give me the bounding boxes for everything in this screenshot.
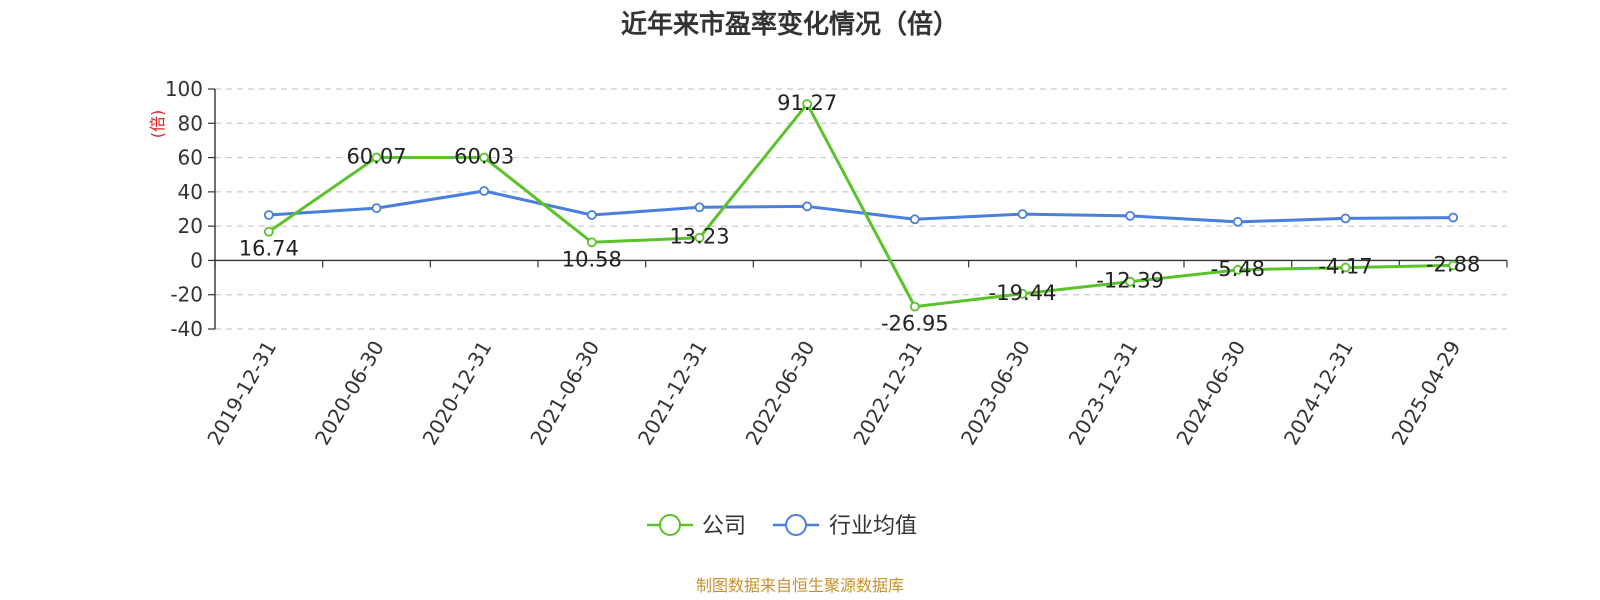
y-tick-label: 100	[165, 77, 203, 101]
legend-item-company[interactable]: 公司	[647, 514, 746, 539]
x-tick-label: 2024-06-30	[1171, 337, 1250, 450]
series-line-company	[267, 102, 1454, 309]
data-labels: 16.74 60.07 60.03 10.58 13.23 91.27 -26.95 -19.…	[239, 91, 1481, 336]
y-tick-label: 40	[178, 180, 203, 204]
data-point	[479, 152, 490, 163]
data-label: -4.17	[1318, 255, 1372, 279]
data-point	[263, 226, 274, 237]
y-axis-label: (倍)	[148, 110, 167, 139]
data-label: -5.48	[1211, 257, 1265, 281]
data-point	[802, 99, 813, 109]
series-line-industry-average	[268, 189, 1454, 224]
data-point	[586, 210, 597, 220]
data-label: 16.74	[239, 237, 299, 261]
x-tick-label: 2020-06-30	[310, 337, 389, 450]
chart-title: 近年来市盈率变化情况（倍）	[621, 9, 959, 40]
x-tick-label: 2022-12-31	[848, 336, 927, 449]
data-point	[694, 202, 705, 213]
data-label: 60.07	[346, 144, 406, 168]
y-tick-label: 60	[178, 146, 203, 170]
legend-label: 行业均值	[829, 514, 917, 539]
x-tick-label: 2020-12-31	[418, 336, 497, 449]
x-tick-label: 2021-06-30	[525, 337, 604, 450]
legend-label: 公司	[702, 514, 746, 539]
data-label: -12.39	[1096, 269, 1164, 293]
y-tick-label: 20	[178, 214, 203, 238]
data-point	[1232, 216, 1243, 227]
data-point	[1017, 288, 1028, 299]
data-point	[1340, 213, 1351, 224]
legend-item-industry-average[interactable]: 行业均值	[773, 514, 917, 539]
data-label: 60.03	[454, 145, 514, 169]
data-point	[1232, 264, 1243, 275]
legend: 公司 行业均值	[647, 514, 917, 539]
y-tick-label: 80	[178, 111, 203, 135]
y-tick-label: 0	[190, 248, 203, 272]
data-point	[1017, 209, 1028, 220]
x-tick-label: 2024-12-31	[1279, 337, 1358, 450]
data-point	[263, 210, 274, 220]
data-label: -2.88	[1426, 252, 1480, 276]
x-tick-label: 2021-12-31	[633, 337, 712, 450]
data-point	[1125, 210, 1136, 221]
y-tick-label: -40	[170, 317, 203, 341]
data-point	[1448, 212, 1459, 223]
data-label: -19.44	[989, 281, 1057, 305]
data-point	[1448, 260, 1459, 271]
series-layer	[263, 99, 1459, 312]
grid-lines	[215, 88, 1507, 330]
data-point	[694, 232, 705, 243]
data-point	[909, 214, 920, 225]
data-label: 10.58	[562, 247, 622, 271]
data-point	[371, 203, 382, 214]
x-tick-label: 2023-06-30	[956, 337, 1035, 450]
data-label: 91.27	[777, 91, 837, 115]
x-tick-label: 2019-12-31	[202, 337, 281, 450]
x-tick-label: 2023-12-31	[1064, 337, 1143, 450]
data-point	[1340, 262, 1351, 273]
legend-marker	[785, 514, 807, 536]
data-point	[479, 186, 490, 196]
data-point	[371, 152, 382, 163]
data-label: -26.95	[881, 312, 949, 336]
data-point	[586, 237, 597, 248]
data-point	[909, 301, 920, 312]
data-label: 13.23	[669, 225, 729, 249]
x-tick-label: 2025-04-29	[1387, 337, 1466, 450]
data-point	[802, 201, 813, 212]
source-note: 制图数据来自恒生聚源数据库	[696, 576, 904, 595]
data-point	[1125, 276, 1136, 287]
legend-marker	[659, 514, 681, 536]
y-tick-label: -20	[170, 283, 203, 307]
x-tick-label: 2022-06-30	[741, 337, 820, 450]
